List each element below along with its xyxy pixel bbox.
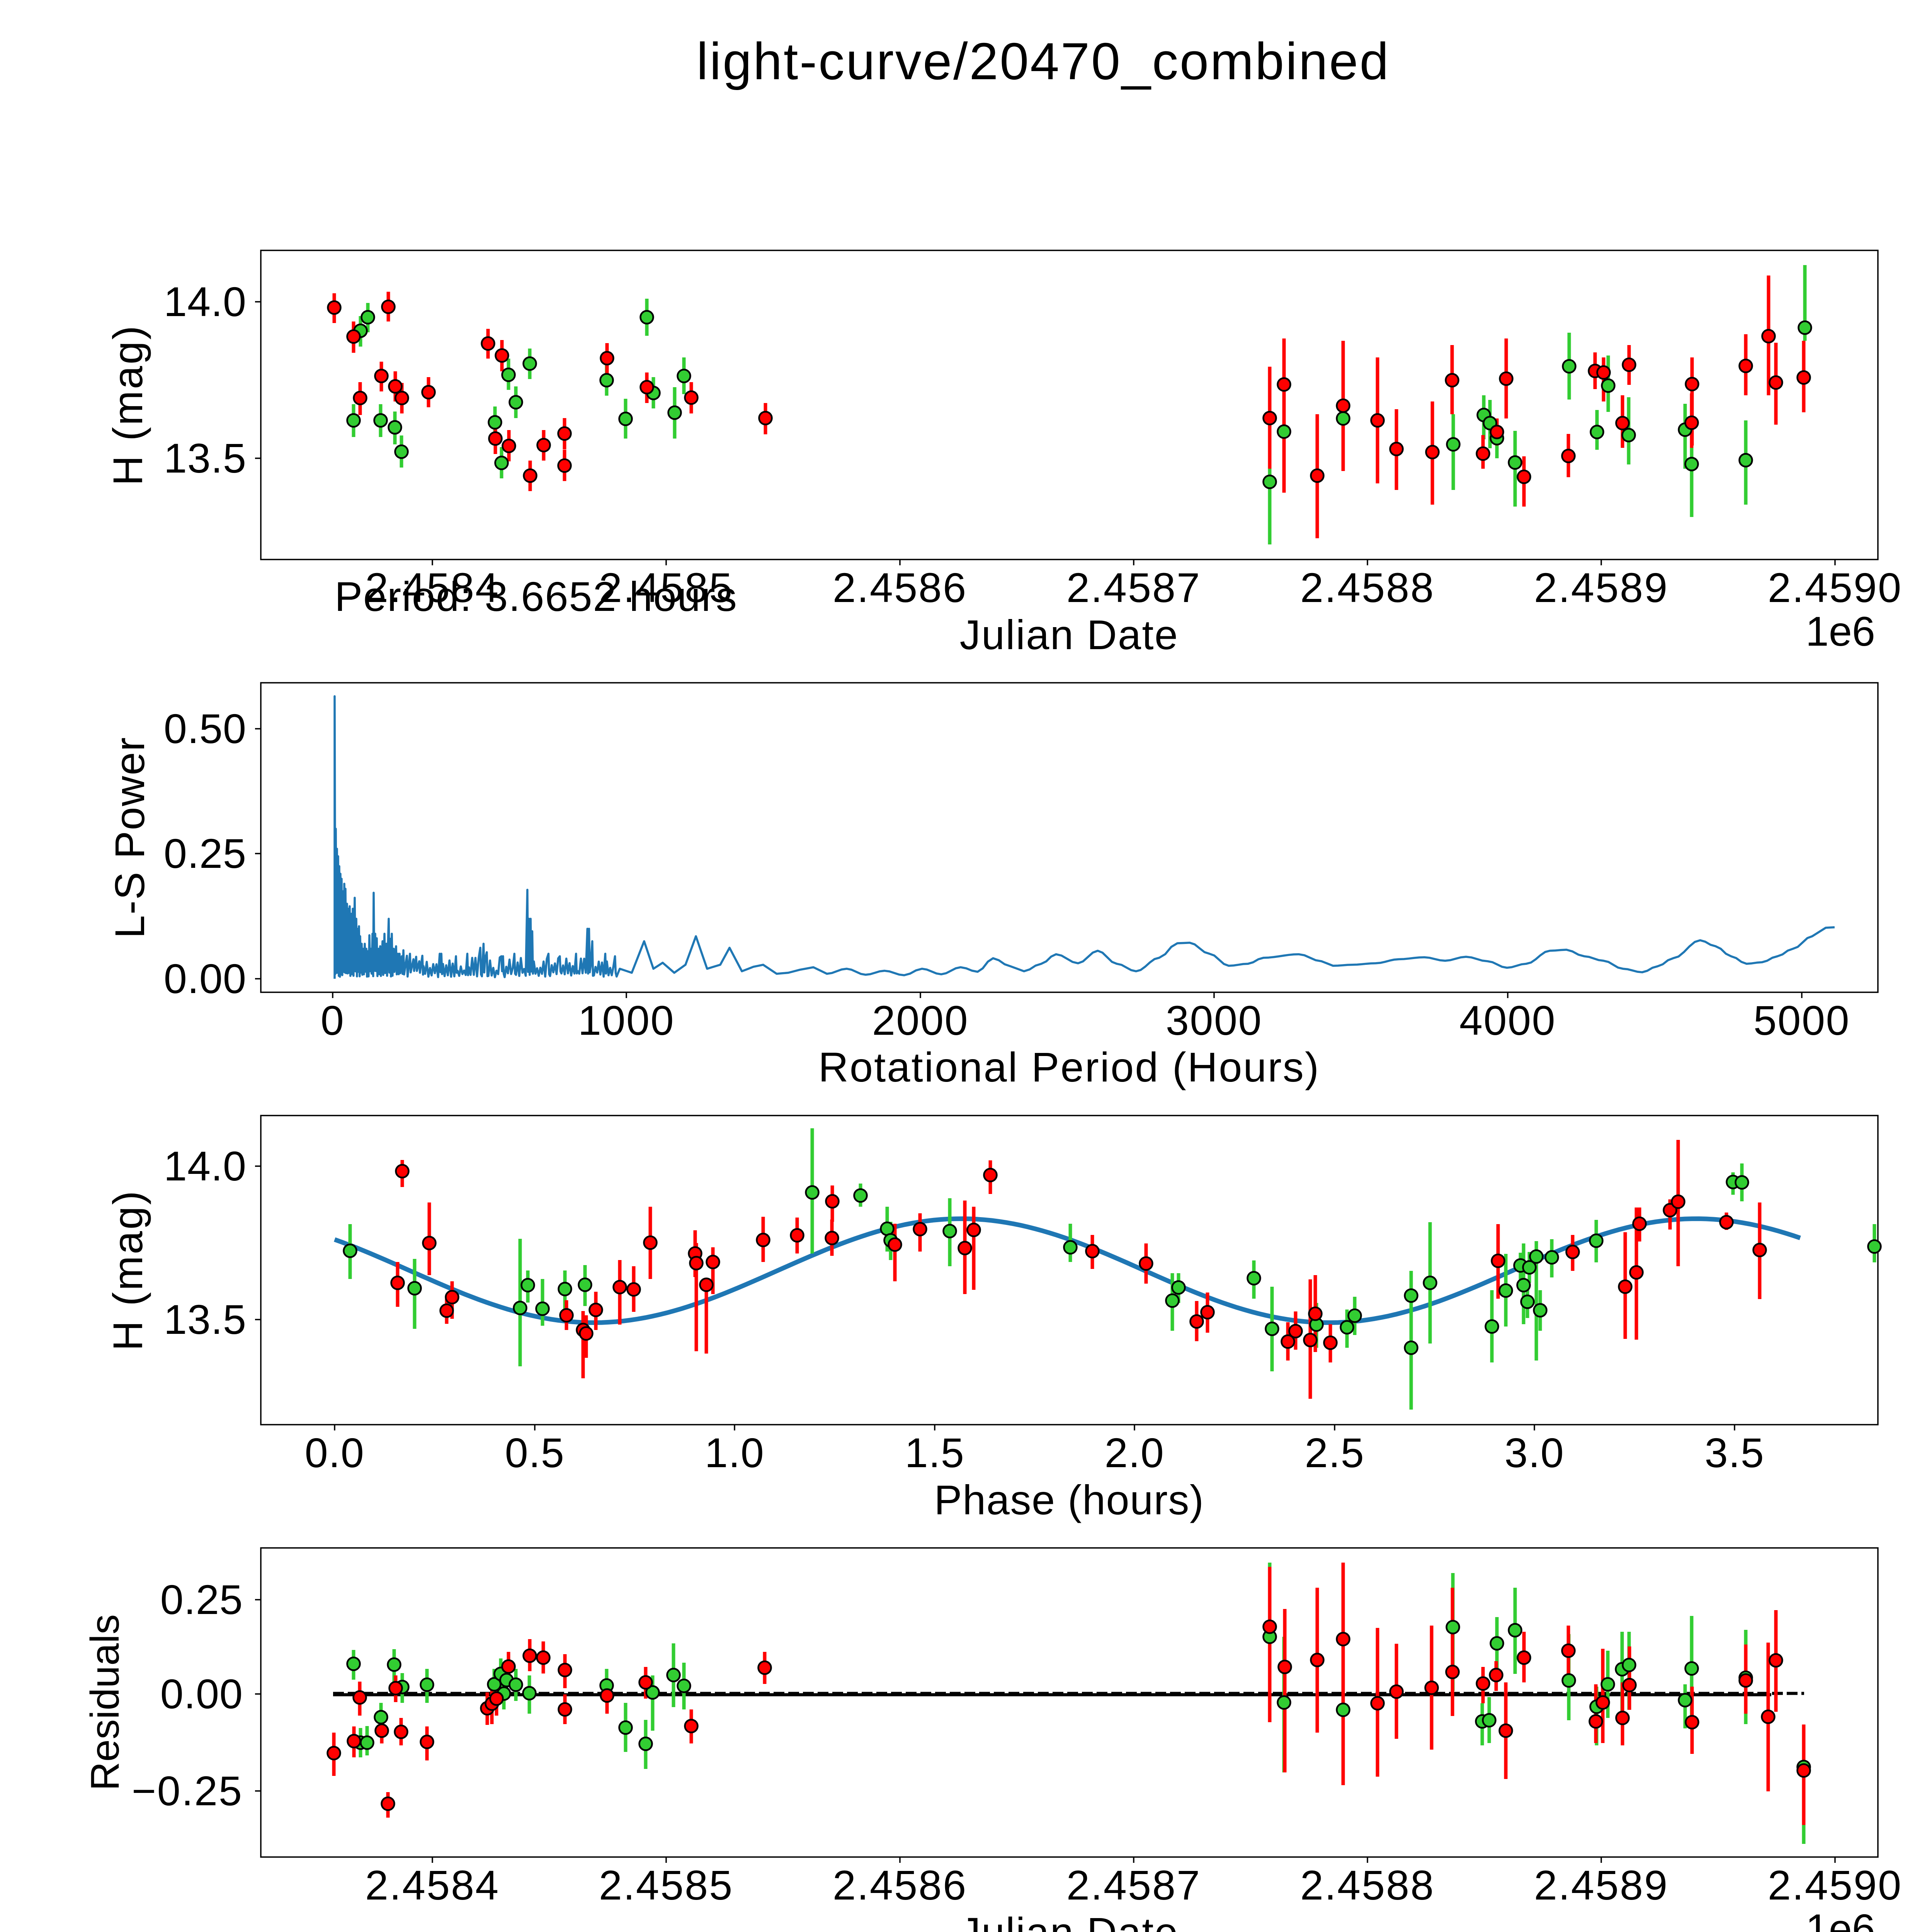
svg-text:2.4586: 2.4586 bbox=[833, 1862, 967, 1908]
svg-text:2000: 2000 bbox=[872, 997, 969, 1044]
svg-text:2.4590: 2.4590 bbox=[1768, 564, 1902, 611]
svg-text:Julian Date: Julian Date bbox=[960, 1909, 1179, 1932]
svg-text:2.4586: 2.4586 bbox=[833, 564, 967, 611]
svg-text:2.4585: 2.4585 bbox=[599, 1862, 733, 1908]
svg-text:−0.25: −0.25 bbox=[132, 1767, 243, 1814]
svg-text:0.25: 0.25 bbox=[164, 830, 247, 877]
svg-text:2.0: 2.0 bbox=[1105, 1429, 1165, 1476]
svg-text:0.25: 0.25 bbox=[160, 1576, 243, 1623]
svg-text:1e6: 1e6 bbox=[1806, 608, 1875, 655]
svg-text:2.4587: 2.4587 bbox=[1066, 564, 1201, 611]
svg-text:2.4589: 2.4589 bbox=[1534, 1862, 1668, 1908]
svg-text:13.5: 13.5 bbox=[164, 1296, 247, 1343]
svg-text:2.4584: 2.4584 bbox=[365, 1862, 500, 1908]
svg-text:0.00: 0.00 bbox=[160, 1670, 243, 1717]
svg-text:H (mag): H (mag) bbox=[104, 324, 151, 486]
svg-text:2.4585: 2.4585 bbox=[599, 564, 733, 611]
svg-text:2.4587: 2.4587 bbox=[1066, 1862, 1201, 1908]
svg-text:14.0: 14.0 bbox=[164, 278, 247, 325]
svg-text:3.0: 3.0 bbox=[1505, 1429, 1565, 1476]
svg-text:2.4588: 2.4588 bbox=[1300, 564, 1435, 611]
svg-text:0.5: 0.5 bbox=[505, 1429, 565, 1476]
svg-text:Julian Date: Julian Date bbox=[960, 611, 1179, 658]
svg-text:2.4584: 2.4584 bbox=[365, 564, 500, 611]
svg-text:2.4590: 2.4590 bbox=[1768, 1862, 1902, 1908]
svg-text:Phase (hours): Phase (hours) bbox=[934, 1476, 1204, 1523]
svg-text:Rotational Period (Hours): Rotational Period (Hours) bbox=[818, 1044, 1320, 1090]
svg-text:4000: 4000 bbox=[1459, 997, 1556, 1044]
svg-text:5000: 5000 bbox=[1753, 997, 1850, 1044]
svg-text:0.50: 0.50 bbox=[164, 705, 247, 752]
svg-text:1.0: 1.0 bbox=[705, 1429, 765, 1476]
svg-text:13.5: 13.5 bbox=[164, 435, 247, 481]
svg-text:3000: 3000 bbox=[1166, 997, 1262, 1044]
svg-text:1.5: 1.5 bbox=[905, 1429, 965, 1476]
svg-text:2.4588: 2.4588 bbox=[1300, 1862, 1435, 1908]
svg-text:3.5: 3.5 bbox=[1705, 1429, 1765, 1476]
svg-text:light-curve/20470_combined: light-curve/20470_combined bbox=[697, 32, 1390, 90]
svg-text:2.4589: 2.4589 bbox=[1534, 564, 1668, 611]
svg-text:1000: 1000 bbox=[578, 997, 675, 1044]
svg-text:1e6: 1e6 bbox=[1806, 1905, 1875, 1932]
svg-text:Period: 3.6652 hours: Period: 3.6652 hours bbox=[335, 573, 738, 620]
svg-text:Residuals: Residuals bbox=[83, 1614, 128, 1791]
svg-text:0: 0 bbox=[321, 997, 345, 1044]
svg-text:2.5: 2.5 bbox=[1305, 1429, 1365, 1476]
svg-text:14.0: 14.0 bbox=[164, 1143, 247, 1189]
svg-text:H (mag): H (mag) bbox=[104, 1189, 151, 1351]
svg-text:0.0: 0.0 bbox=[305, 1429, 365, 1476]
svg-text:L-S Power: L-S Power bbox=[106, 736, 153, 938]
svg-text:0.00: 0.00 bbox=[164, 955, 247, 1002]
